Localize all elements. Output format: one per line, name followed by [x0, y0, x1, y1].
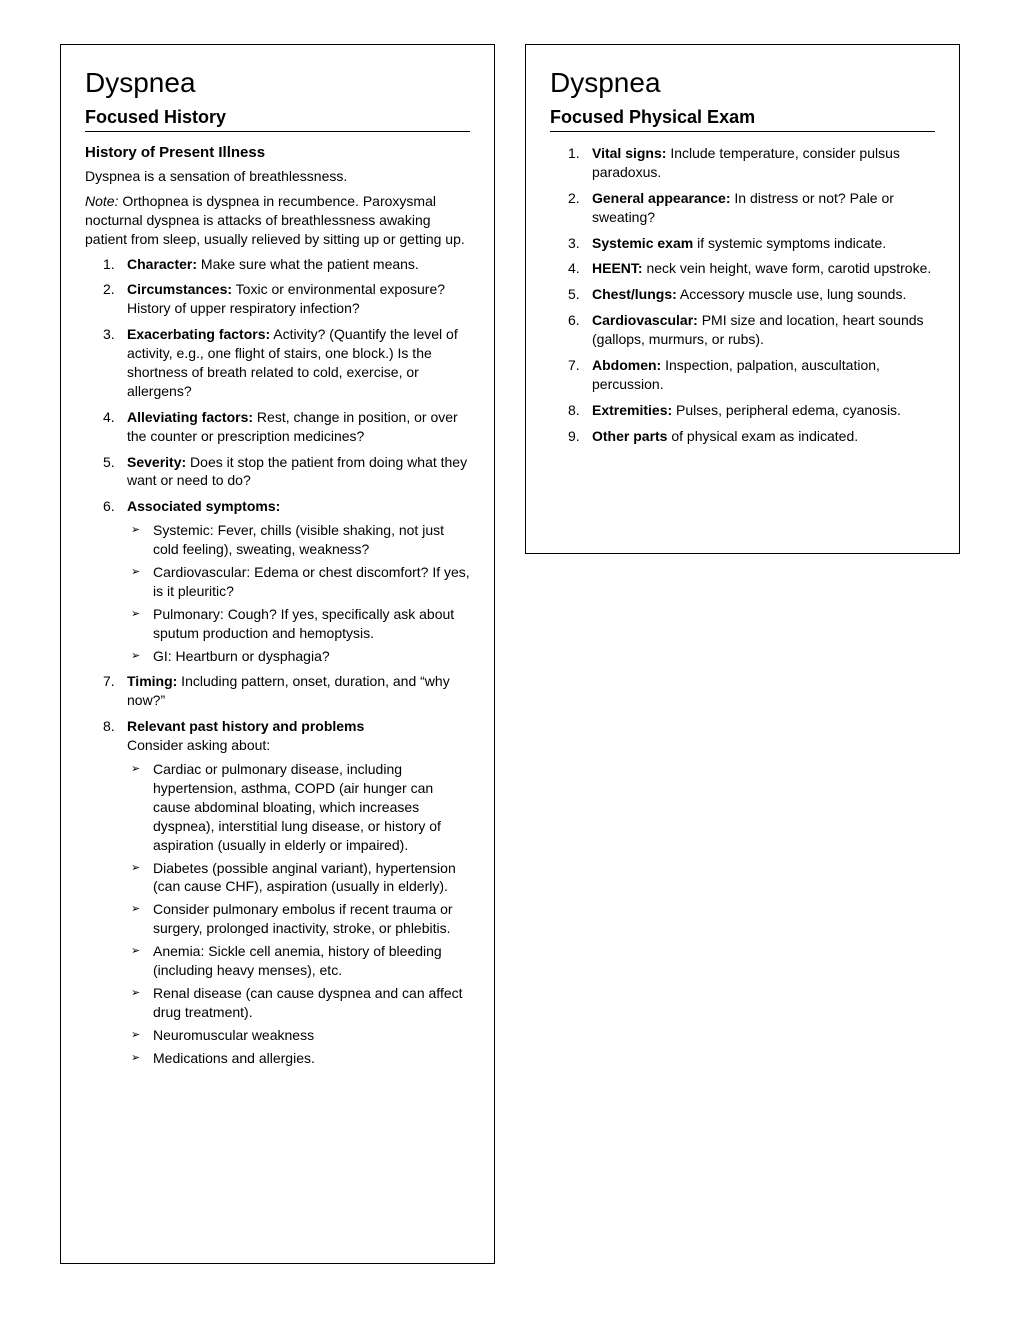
list-item: Exacerbating factors: Activity? (Quantif… — [85, 325, 470, 401]
left-note: Note: Orthopnea is dyspnea in recumbence… — [85, 192, 470, 249]
sub-item: Neuromuscular weakness — [127, 1026, 470, 1045]
left-intro: Dyspnea is a sensation of breathlessness… — [85, 167, 470, 186]
two-column-layout: Dyspnea Focused History History of Prese… — [60, 44, 960, 1264]
left-subtitle: Focused History — [85, 107, 470, 132]
item-text: neck vein height, wave form, carotid ups… — [643, 260, 932, 276]
list-item: Chest/lungs: Accessory muscle use, lung … — [550, 285, 935, 304]
list-item: Vital signs: Include temperature, consid… — [550, 144, 935, 182]
history-list: Character: Make sure what the patient me… — [85, 255, 470, 1068]
item-label: Extremities: — [592, 402, 672, 418]
sub-item: Medications and allergies. — [127, 1049, 470, 1068]
note-label: Note: — [85, 193, 118, 209]
item-text: Consider asking about: — [127, 737, 270, 753]
item-label: Chest/lungs: — [592, 286, 677, 302]
right-title: Dyspnea — [550, 67, 935, 99]
item-label: Timing: — [127, 673, 177, 689]
item-label: Exacerbating factors: — [127, 326, 270, 342]
sub-item: Diabetes (possible anginal variant), hyp… — [127, 859, 470, 897]
item-label: Systemic exam — [592, 235, 693, 251]
item-text: Make sure what the patient means. — [197, 256, 419, 272]
item-label: Character: — [127, 256, 197, 272]
list-item: Cardiovascular: PMI size and location, h… — [550, 311, 935, 349]
list-item: Systemic exam if systemic symptoms indic… — [550, 234, 935, 253]
sub-list: Systemic: Fever, chills (visible shaking… — [127, 521, 470, 665]
list-item: Severity: Does it stop the patient from … — [85, 453, 470, 491]
sub-item: Systemic: Fever, chills (visible shaking… — [127, 521, 470, 559]
list-item: Timing: Including pattern, onset, durati… — [85, 672, 470, 710]
sub-item: Consider pulmonary embolus if recent tra… — [127, 900, 470, 938]
list-item: Abdomen: Inspection, palpation, ausculta… — [550, 356, 935, 394]
left-section-heading: History of Present Illness — [85, 144, 470, 161]
sub-list: Cardiac or pulmonary disease, including … — [127, 760, 470, 1067]
sub-item: Renal disease (can cause dyspnea and can… — [127, 984, 470, 1022]
item-text: Accessory muscle use, lung sounds. — [677, 286, 907, 302]
sub-item: GI: Heartburn or dysphagia? — [127, 647, 470, 666]
list-item: Circumstances: Toxic or environmental ex… — [85, 280, 470, 318]
sub-item: Cardiovascular: Edema or chest discomfor… — [127, 563, 470, 601]
item-label: Relevant past history and problems — [127, 718, 364, 734]
card-focused-history: Dyspnea Focused History History of Prese… — [60, 44, 495, 1264]
sub-item: Cardiac or pulmonary disease, including … — [127, 760, 470, 854]
exam-list: Vital signs: Include temperature, consid… — [550, 144, 935, 446]
item-label: Other parts — [592, 428, 667, 444]
item-label: HEENT: — [592, 260, 643, 276]
right-subtitle: Focused Physical Exam — [550, 107, 935, 132]
list-item: Character: Make sure what the patient me… — [85, 255, 470, 274]
note-body: Orthopnea is dyspnea in recumbence. Paro… — [85, 193, 465, 247]
list-item: Other parts of physical exam as indicate… — [550, 427, 935, 446]
sub-item: Anemia: Sickle cell anemia, history of b… — [127, 942, 470, 980]
list-item: Relevant past history and problems Consid… — [85, 717, 470, 1067]
item-text: of physical exam as indicated. — [667, 428, 858, 444]
item-label: Circumstances: — [127, 281, 232, 297]
left-title: Dyspnea — [85, 67, 470, 99]
list-item: General appearance: In distress or not? … — [550, 189, 935, 227]
item-label: Cardiovascular: — [592, 312, 698, 328]
item-text: if systemic symptoms indicate. — [693, 235, 886, 251]
item-label: Vital signs: — [592, 145, 666, 161]
sub-item: Pulmonary: Cough? If yes, specifically a… — [127, 605, 470, 643]
list-item: Extremities: Pulses, peripheral edema, c… — [550, 401, 935, 420]
item-label: Associated symptoms: — [127, 498, 280, 514]
list-item: Alleviating factors: Rest, change in pos… — [85, 408, 470, 446]
card-focused-exam: Dyspnea Focused Physical Exam Vital sign… — [525, 44, 960, 554]
list-item: Associated symptoms: Systemic: Fever, chi… — [85, 497, 470, 665]
item-label: Abdomen: — [592, 357, 661, 373]
item-label: General appearance: — [592, 190, 731, 206]
item-label: Severity: — [127, 454, 186, 470]
item-label: Alleviating factors: — [127, 409, 253, 425]
item-text: Pulses, peripheral edema, cyanosis. — [672, 402, 901, 418]
list-item: HEENT: neck vein height, wave form, caro… — [550, 259, 935, 278]
